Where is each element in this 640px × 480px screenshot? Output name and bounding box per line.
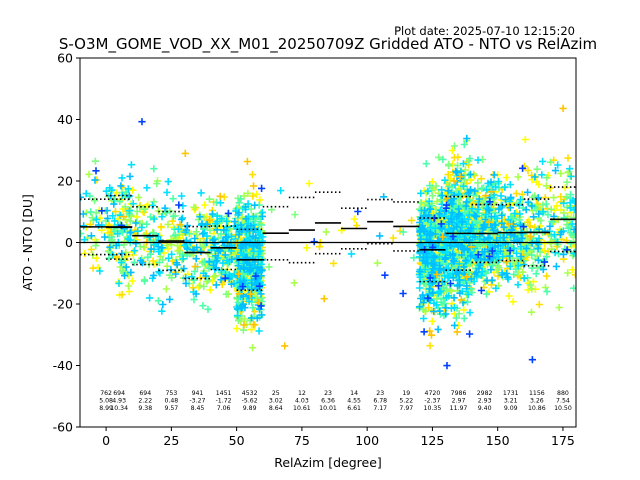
bin-count-label: 12 bbox=[298, 390, 306, 397]
bin-mean-label: 2.22 bbox=[138, 398, 152, 405]
bin-count-label: 694 bbox=[113, 390, 125, 397]
bin-count-label: 4532 bbox=[242, 390, 258, 397]
bin-std-label: 10.35 bbox=[424, 405, 442, 412]
y-tick-label: 0 bbox=[65, 235, 73, 250]
bin-mean-label: 5.22 bbox=[399, 398, 413, 405]
bin-mean-label: 6.78 bbox=[373, 398, 387, 405]
bin-mean-label: 6.36 bbox=[321, 398, 335, 405]
y-tick-label: -60 bbox=[53, 420, 73, 435]
y-tick-label: -40 bbox=[53, 358, 73, 373]
x-tick-label: 125 bbox=[420, 433, 444, 448]
scatter-point-group bbox=[120, 104, 567, 350]
bin-count-label: 7986 bbox=[451, 390, 467, 397]
bin-std-label: 9.38 bbox=[138, 405, 152, 412]
bin-statistic-labels: 7625.088.996944.9310.346942.229.387530.4… bbox=[99, 390, 572, 412]
bin-count-label: 880 bbox=[557, 390, 569, 397]
bin-count-label: 1156 bbox=[529, 390, 545, 397]
x-axis-label: RelAzim [degree] bbox=[274, 455, 382, 470]
bin-std-label: 7.97 bbox=[399, 405, 413, 412]
scatter-point-group bbox=[92, 118, 571, 370]
scatter-points bbox=[80, 104, 576, 370]
x-tick-label: 150 bbox=[486, 433, 510, 448]
bin-count-label: 14 bbox=[350, 390, 358, 397]
bin-count-label: 23 bbox=[376, 390, 384, 397]
bin-std-label: 10.50 bbox=[554, 405, 572, 412]
bin-mean-label: 2.97 bbox=[452, 398, 466, 405]
bin-std-label: 10.01 bbox=[319, 405, 337, 412]
bin-count-label: 762 bbox=[100, 390, 112, 397]
bin-mean-label: 0.48 bbox=[164, 398, 178, 405]
x-tick-label: 75 bbox=[294, 433, 310, 448]
bin-count-label: 1451 bbox=[216, 390, 232, 397]
y-tick-label: -20 bbox=[53, 297, 73, 312]
bin-count-label: 694 bbox=[139, 390, 151, 397]
bin-std-label: 9.57 bbox=[164, 405, 178, 412]
x-tick-label: 175 bbox=[551, 433, 575, 448]
bin-std-label: 8.99 bbox=[99, 405, 113, 412]
bin-std-label: 10.34 bbox=[110, 405, 128, 412]
bin-std-label: 9.89 bbox=[243, 405, 257, 412]
bin-std-label: 10.61 bbox=[293, 405, 311, 412]
bin-mean-label: 5.08 bbox=[99, 398, 113, 405]
bin-std-label: 7.17 bbox=[373, 405, 387, 412]
y-axis-ticks: -60 -40 -20 0 20 40 60 bbox=[53, 51, 80, 435]
bin-mean-label: 3.26 bbox=[530, 398, 544, 405]
bin-std-label: 9.40 bbox=[478, 405, 492, 412]
x-tick-label: 25 bbox=[163, 433, 179, 448]
bin-mean-label: 4.03 bbox=[295, 398, 309, 405]
bin-std-label: 7.06 bbox=[217, 405, 231, 412]
bin-mean-label: 4.55 bbox=[347, 398, 361, 405]
bin-mean-label: -5.62 bbox=[242, 398, 258, 405]
bin-count-label: 19 bbox=[402, 390, 410, 397]
bin-mean-label: -1.72 bbox=[216, 398, 232, 405]
x-tick-label: 50 bbox=[229, 433, 245, 448]
bin-mean-label: -2.37 bbox=[424, 398, 440, 405]
chart-title: S-O3M_GOME_VOD_XX_M01_20250709Z Gridded … bbox=[59, 35, 597, 54]
bin-count-label: 2982 bbox=[477, 390, 493, 397]
bin-mean-label: 4.93 bbox=[112, 398, 126, 405]
bin-std-label: 11.97 bbox=[450, 405, 468, 412]
scatter-point-group bbox=[80, 134, 576, 333]
bin-std-label: 10.86 bbox=[528, 405, 546, 412]
bin-std-label: 6.61 bbox=[347, 405, 361, 412]
bin-mean-label: -3.27 bbox=[189, 398, 205, 405]
y-axis-label: ATO - NTO [DU] bbox=[20, 194, 35, 291]
bin-std-label: 8.64 bbox=[269, 405, 283, 412]
bin-count-label: 1731 bbox=[503, 390, 519, 397]
plot-date: Plot date: 2025-07-10 12:15:20 bbox=[394, 24, 575, 38]
bin-mean-label: 3.21 bbox=[504, 398, 518, 405]
bin-count-label: 25 bbox=[272, 390, 280, 397]
bin-count-label: 753 bbox=[165, 390, 177, 397]
x-tick-label: 100 bbox=[355, 433, 379, 448]
bin-statistic-lines bbox=[80, 186, 576, 291]
bin-std-label: 8.45 bbox=[191, 405, 205, 412]
x-axis-ticks: 0 25 50 75 100 125 150 175 bbox=[102, 427, 575, 448]
bin-mean-label: 3.02 bbox=[269, 398, 283, 405]
bin-count-label: 4720 bbox=[425, 390, 441, 397]
bin-count-label: 23 bbox=[324, 390, 332, 397]
bin-std-label: 9.09 bbox=[504, 405, 518, 412]
y-tick-label: 20 bbox=[57, 174, 73, 189]
y-tick-label: 40 bbox=[57, 112, 73, 127]
bin-mean-label: 7.54 bbox=[556, 398, 570, 405]
bin-mean-label: 2.93 bbox=[478, 398, 492, 405]
x-tick-label: 0 bbox=[102, 433, 110, 448]
y-tick-label: 60 bbox=[57, 51, 73, 66]
bin-count-label: 941 bbox=[192, 390, 204, 397]
